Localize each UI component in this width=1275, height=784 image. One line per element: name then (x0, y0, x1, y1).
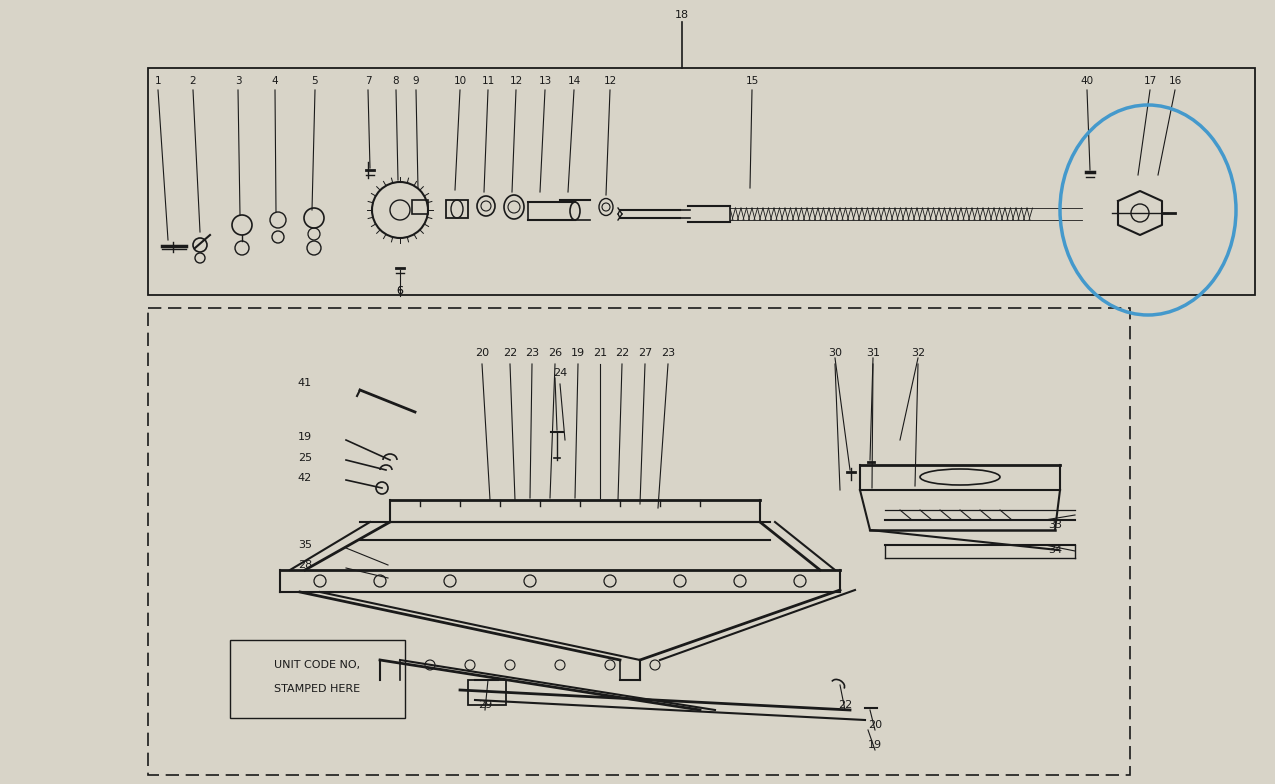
Text: 16: 16 (1168, 76, 1182, 86)
Text: 22: 22 (615, 348, 629, 358)
Text: 30: 30 (827, 348, 842, 358)
Text: 28: 28 (298, 560, 312, 570)
Text: 22: 22 (838, 700, 852, 710)
Text: 4: 4 (272, 76, 278, 86)
Text: 27: 27 (638, 348, 652, 358)
Text: 19: 19 (298, 432, 312, 442)
Text: 29: 29 (478, 700, 492, 710)
Text: 20: 20 (868, 720, 882, 730)
Text: 25: 25 (298, 453, 312, 463)
Text: 31: 31 (866, 348, 880, 358)
Text: 12: 12 (510, 76, 523, 86)
Text: 17: 17 (1144, 76, 1156, 86)
Text: 11: 11 (482, 76, 495, 86)
Text: 18: 18 (674, 10, 688, 20)
Text: 23: 23 (660, 348, 674, 358)
Text: UNIT CODE NO,: UNIT CODE NO, (274, 660, 361, 670)
Text: 7: 7 (365, 76, 371, 86)
Bar (148, 68, 1255, 295)
Bar (468, 680, 506, 705)
Text: 19: 19 (868, 740, 882, 750)
Text: 20: 20 (474, 348, 490, 358)
Text: 32: 32 (910, 348, 926, 358)
Text: 22: 22 (502, 348, 518, 358)
Text: 21: 21 (593, 348, 607, 358)
Text: 9: 9 (413, 76, 419, 86)
Text: 2: 2 (190, 76, 196, 86)
Text: 13: 13 (538, 76, 552, 86)
Text: 14: 14 (567, 76, 580, 86)
Text: 10: 10 (454, 76, 467, 86)
Text: 19: 19 (571, 348, 585, 358)
Text: 24: 24 (553, 368, 567, 378)
Text: 3: 3 (235, 76, 241, 86)
Text: 23: 23 (525, 348, 539, 358)
Text: 35: 35 (298, 540, 312, 550)
Text: 1: 1 (154, 76, 162, 86)
Text: 6: 6 (397, 286, 403, 296)
Text: 5: 5 (311, 76, 319, 86)
Text: 8: 8 (393, 76, 399, 86)
Text: 6: 6 (397, 286, 403, 296)
Text: STAMPED HERE: STAMPED HERE (274, 684, 361, 694)
Bar (446, 200, 468, 218)
Text: 40: 40 (1080, 76, 1094, 86)
Text: 33: 33 (1048, 520, 1062, 530)
Text: 12: 12 (603, 76, 617, 86)
Bar (412, 200, 428, 214)
Text: 42: 42 (298, 473, 312, 483)
Text: 41: 41 (298, 378, 312, 388)
Text: 34: 34 (1048, 545, 1062, 555)
Text: 26: 26 (548, 348, 562, 358)
Text: 15: 15 (746, 76, 759, 86)
Bar (230, 640, 405, 718)
